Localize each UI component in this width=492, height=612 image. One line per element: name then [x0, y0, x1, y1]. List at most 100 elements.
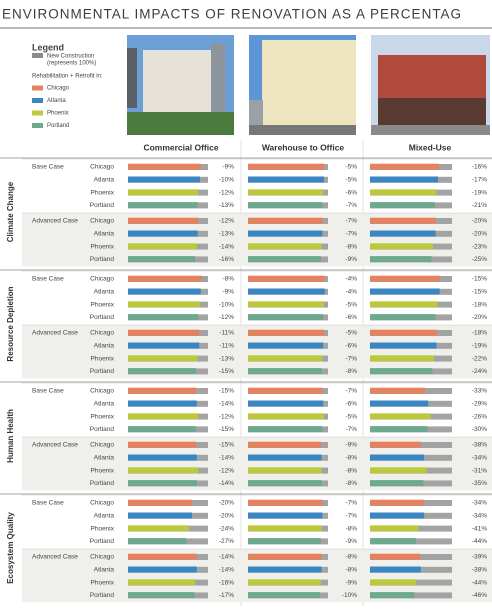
value-label: -15%	[219, 388, 234, 395]
bar	[370, 288, 440, 295]
bar	[128, 400, 197, 407]
city-label: Phoenix	[91, 355, 115, 362]
value-label: -8%	[345, 554, 357, 561]
bar	[248, 467, 322, 474]
bar	[128, 467, 199, 474]
value-label: -16%	[219, 256, 234, 263]
value-label: -5%	[345, 301, 357, 308]
value-label: -8%	[345, 243, 357, 250]
value-label: -15%	[219, 368, 234, 375]
value-label: -12%	[219, 314, 234, 321]
bar	[370, 217, 436, 224]
value-label: -7%	[345, 500, 357, 507]
bar	[370, 426, 428, 433]
city-label: Phoenix	[91, 413, 115, 420]
column-header: Warehouse to Office	[262, 142, 345, 152]
value-label: -6%	[345, 343, 357, 350]
bar	[128, 441, 196, 448]
value-label: -12%	[219, 189, 234, 196]
bar	[128, 454, 197, 461]
value-label: -8%	[345, 480, 357, 487]
value-label: -9%	[345, 538, 357, 545]
bar	[370, 275, 440, 282]
bar	[128, 329, 200, 336]
value-label: -15%	[219, 442, 234, 449]
case-label: Advanced Case	[32, 218, 78, 225]
case-label: Base Case	[32, 276, 64, 283]
bar	[128, 499, 192, 506]
bar	[248, 176, 324, 183]
bar	[128, 355, 198, 362]
city-label: Chicago	[90, 388, 114, 395]
value-label: -8%	[345, 368, 357, 375]
bar	[128, 525, 189, 532]
legend-swatch	[32, 110, 43, 116]
column-header: Commercial Office	[143, 142, 218, 152]
value-label: -20%	[472, 314, 487, 321]
value-label: -6%	[345, 314, 357, 321]
city-label: Portland	[90, 426, 115, 433]
city-label: Phoenix	[91, 243, 115, 250]
city-label: Atlanta	[94, 455, 115, 462]
bar	[370, 355, 434, 362]
value-label: -20%	[219, 513, 234, 520]
bar	[128, 368, 196, 375]
bar	[128, 579, 196, 586]
legend-swatch	[32, 53, 43, 58]
bar	[248, 301, 324, 308]
value-label: -9%	[222, 289, 234, 296]
bar	[128, 163, 201, 170]
city-label: Chicago	[90, 218, 114, 225]
city-label: Chicago	[90, 164, 114, 171]
value-label: -9%	[345, 442, 357, 449]
bar	[248, 189, 324, 196]
value-label: -14%	[219, 480, 234, 487]
bar	[128, 592, 195, 599]
value-label: -14%	[219, 567, 234, 574]
value-label: -14%	[219, 243, 234, 250]
photo-commercial-office	[127, 35, 234, 135]
photo-mixed-use	[371, 35, 490, 135]
value-label: -24%	[472, 368, 487, 375]
bar	[248, 217, 323, 224]
bar	[370, 553, 421, 560]
legend-label: Phoenix	[47, 111, 69, 117]
bar	[370, 368, 433, 375]
bar	[248, 499, 323, 506]
city-label: Atlanta	[94, 343, 115, 350]
bar	[370, 400, 429, 407]
value-label: -10%	[342, 592, 357, 599]
value-label: -20%	[472, 218, 487, 225]
value-label: -9%	[345, 256, 357, 263]
bar	[248, 454, 322, 461]
bar	[248, 525, 322, 532]
city-label: Chicago	[90, 500, 114, 507]
case-label: Base Case	[32, 164, 64, 171]
section-label: Climate Change	[6, 181, 15, 242]
value-label: -30%	[472, 426, 487, 433]
value-label: -19%	[472, 189, 487, 196]
value-label: -15%	[219, 426, 234, 433]
bar	[248, 553, 322, 560]
bar	[128, 553, 197, 560]
value-label: -31%	[472, 467, 487, 474]
legend-label: New Construction	[47, 54, 94, 60]
city-label: Phoenix	[91, 301, 115, 308]
bar	[370, 441, 421, 448]
bar	[370, 454, 425, 461]
bar	[128, 566, 197, 573]
value-label: -5%	[345, 330, 357, 337]
bar	[248, 275, 325, 282]
bar	[370, 301, 438, 308]
bar	[370, 189, 437, 196]
bar	[128, 426, 196, 433]
city-label: Portland	[90, 480, 115, 487]
bar	[370, 243, 434, 250]
value-label: -20%	[219, 500, 234, 507]
city-label: Chicago	[90, 442, 114, 449]
city-label: Chicago	[90, 554, 114, 561]
value-label: -20%	[472, 231, 487, 238]
city-label: Portland	[90, 202, 115, 209]
bar	[128, 176, 200, 183]
value-label: -12%	[219, 467, 234, 474]
